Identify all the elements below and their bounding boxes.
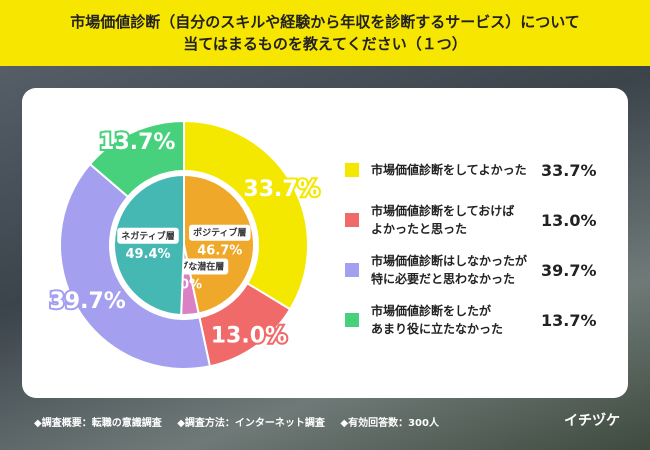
brand: イチヅケ bbox=[564, 413, 620, 429]
legend-item: 市場価値診断はしなかったが 特に必要だと思わなかった 39.7% bbox=[345, 252, 597, 288]
inner-value-label: 49.4% bbox=[125, 247, 170, 262]
legend-swatch bbox=[345, 163, 359, 177]
legend-value: 33.7% bbox=[541, 160, 597, 180]
value-label: 39.7% bbox=[49, 289, 125, 314]
legend-item: 市場価値診断をしてよかった 33.7% bbox=[345, 152, 597, 188]
header: 市場価値診断（自分のスキルや経験から年収を診断するサービス）について 当てはまる… bbox=[0, 0, 650, 66]
value-label: 13.0% bbox=[211, 323, 287, 348]
slice bbox=[59, 162, 212, 370]
footer: ◆調査概要：転職の意識調査 ◆調査方法：インターネット調査 ◆有効回答数：300… bbox=[34, 414, 451, 429]
legend-label: 市場価値診断はしなかったが 特に必要だと思わなかった bbox=[371, 254, 528, 286]
inner-value-label: 46.7% bbox=[197, 244, 242, 259]
slice bbox=[113, 173, 185, 316]
legend-item: 市場価値診断をしたが あまり役に立たなかった 13.7% bbox=[345, 302, 597, 338]
legend-value: 13.7% bbox=[541, 310, 597, 330]
label-box bbox=[117, 227, 179, 244]
category-label: ネガティブ層 bbox=[121, 230, 174, 242]
title-line: 当てはまるものを教えてください（１つ） bbox=[183, 35, 467, 53]
legend-label: 市場価値診断をしておけば よかったと思った bbox=[371, 204, 515, 236]
slice bbox=[183, 173, 255, 315]
legend-label: 市場価値診断をしてよかった bbox=[371, 163, 527, 177]
legend-swatch bbox=[345, 313, 359, 327]
legend-swatch bbox=[345, 263, 359, 277]
note: ◆調査方法：インターネット調査 bbox=[177, 418, 325, 429]
category-label: ポジティブ層 bbox=[193, 227, 246, 239]
legend-label: 市場価値診断をしたが あまり役に立たなかった bbox=[371, 304, 504, 336]
legend-swatch bbox=[345, 213, 359, 227]
title-line: 市場価値診断（自分のスキルや経験から年収を診断するサービス）について bbox=[70, 13, 580, 31]
value-label: 33.7% bbox=[243, 177, 319, 202]
legend-item: 市場価値診断をしておけば よかったと思った 13.0% bbox=[345, 202, 597, 238]
note: ◆有効回答数：300人 bbox=[340, 418, 439, 429]
legend-value: 13.0% bbox=[541, 210, 597, 230]
slice bbox=[88, 119, 185, 199]
slice bbox=[183, 119, 309, 311]
legend-value: 39.7% bbox=[541, 260, 597, 280]
label-box bbox=[189, 224, 251, 241]
value-label: 13.7% bbox=[99, 130, 175, 155]
note: ◆調査概要：転職の意識調査 bbox=[34, 418, 162, 429]
